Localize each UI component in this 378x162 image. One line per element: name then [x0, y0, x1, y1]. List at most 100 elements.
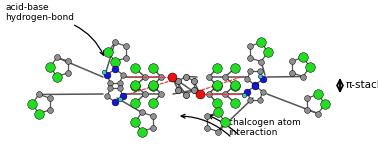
- Point: [242, 93, 248, 96]
- Point: [112, 60, 118, 63]
- Point: [150, 85, 156, 87]
- Point: [252, 84, 258, 86]
- Point: [214, 85, 220, 87]
- Point: [175, 80, 181, 82]
- Point: [119, 73, 125, 76]
- Point: [183, 93, 189, 96]
- Point: [101, 70, 107, 73]
- Text: chalcogen atom
interaction: chalcogen atom interaction: [228, 118, 301, 137]
- Point: [304, 97, 310, 99]
- Point: [265, 51, 271, 53]
- Point: [232, 84, 238, 86]
- Point: [260, 78, 266, 81]
- Point: [257, 99, 263, 102]
- Point: [36, 112, 42, 115]
- Point: [258, 60, 264, 63]
- Point: [54, 56, 60, 59]
- Point: [169, 76, 175, 78]
- Point: [289, 72, 295, 74]
- Point: [222, 76, 228, 78]
- Point: [214, 67, 220, 69]
- Point: [191, 89, 197, 91]
- Text: π-stack: π-stack: [346, 81, 378, 91]
- Point: [260, 90, 266, 93]
- Point: [123, 57, 129, 59]
- Point: [315, 93, 321, 96]
- Point: [197, 93, 203, 95]
- Point: [215, 130, 221, 133]
- Point: [257, 75, 263, 78]
- Point: [119, 95, 125, 98]
- Point: [204, 115, 210, 117]
- Point: [315, 112, 321, 115]
- Point: [257, 69, 263, 72]
- Point: [65, 72, 71, 74]
- Point: [191, 80, 197, 82]
- Point: [107, 86, 113, 89]
- Point: [214, 84, 220, 86]
- Point: [132, 84, 138, 86]
- Point: [204, 127, 210, 129]
- Point: [105, 51, 111, 53]
- Point: [150, 84, 156, 86]
- Point: [112, 101, 118, 103]
- Point: [232, 85, 238, 87]
- Point: [175, 89, 181, 91]
- Point: [158, 76, 164, 78]
- Point: [206, 76, 212, 78]
- Point: [258, 41, 264, 44]
- Point: [232, 67, 238, 69]
- Point: [191, 80, 197, 82]
- Point: [183, 75, 189, 78]
- Point: [191, 89, 197, 91]
- Point: [150, 115, 156, 117]
- Point: [112, 41, 118, 44]
- Point: [104, 73, 110, 76]
- Point: [104, 95, 110, 98]
- Text: acid-base
hydrogen-bond: acid-base hydrogen-bond: [5, 3, 74, 22]
- Point: [117, 86, 123, 89]
- Point: [112, 68, 118, 70]
- Point: [183, 75, 189, 78]
- Point: [29, 103, 35, 105]
- Point: [222, 93, 228, 95]
- Point: [132, 102, 138, 104]
- Point: [214, 102, 220, 104]
- Point: [139, 130, 145, 133]
- Point: [36, 93, 42, 96]
- Point: [175, 80, 181, 82]
- Point: [107, 82, 113, 85]
- Point: [206, 93, 212, 95]
- Point: [132, 85, 138, 87]
- Point: [142, 93, 148, 95]
- Point: [65, 60, 71, 62]
- Point: [47, 109, 53, 111]
- Point: [222, 121, 228, 123]
- Point: [175, 89, 181, 91]
- Point: [289, 60, 295, 62]
- Point: [304, 109, 310, 111]
- Point: [158, 93, 164, 95]
- Point: [150, 127, 156, 129]
- Point: [307, 66, 313, 68]
- Point: [247, 57, 253, 59]
- Point: [215, 111, 221, 114]
- Point: [232, 102, 238, 104]
- Point: [142, 76, 148, 78]
- Point: [47, 66, 53, 68]
- Point: [139, 111, 145, 114]
- Point: [247, 45, 253, 47]
- Point: [183, 93, 189, 96]
- Point: [300, 56, 306, 59]
- Point: [117, 82, 123, 85]
- Point: [247, 69, 253, 72]
- Point: [132, 121, 138, 123]
- Point: [322, 103, 328, 105]
- Point: [116, 98, 122, 101]
- Point: [244, 90, 250, 93]
- Point: [123, 45, 129, 47]
- Point: [150, 67, 156, 69]
- Point: [54, 75, 60, 78]
- Point: [150, 102, 156, 104]
- Point: [244, 78, 250, 81]
